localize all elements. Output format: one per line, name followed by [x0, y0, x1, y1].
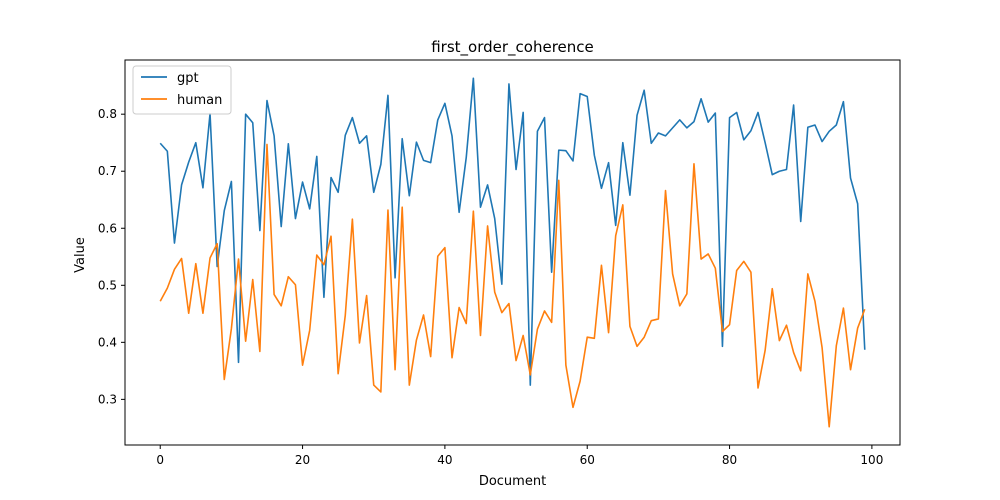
plot-area: 0 20 40 60 80 100 0.3 0.4 0.5 0.6 0.7 0.8 [98, 59, 901, 467]
x-tick-label: 0 [156, 453, 164, 467]
series-line-gpt [159, 77, 866, 386]
x-tick-label: 80 [722, 453, 737, 467]
legend-label-human: human [177, 93, 222, 108]
x-tick-label: 40 [437, 453, 452, 467]
legend: gpt human [132, 65, 232, 115]
y-tick-label: 0.4 [98, 335, 117, 349]
y-tick-label: 0.5 [98, 278, 117, 292]
y-tick-label: 0.3 [98, 392, 117, 406]
legend-box [132, 65, 232, 115]
y-tick-label: 0.6 [98, 221, 117, 235]
y-axis-label: Value [73, 237, 88, 273]
x-tick-label: 100 [860, 453, 883, 467]
x-axis-label: Document [479, 474, 546, 489]
chart-title: first_order_coherence [431, 38, 594, 57]
x-tick-label: 60 [580, 453, 595, 467]
y-tick-label: 0.8 [98, 107, 117, 121]
y-tick-label: 0.7 [98, 164, 117, 178]
series-line-human [159, 143, 866, 428]
axes-frame [124, 59, 901, 446]
legend-label-gpt: gpt [177, 71, 199, 86]
x-tick-label: 20 [295, 453, 310, 467]
